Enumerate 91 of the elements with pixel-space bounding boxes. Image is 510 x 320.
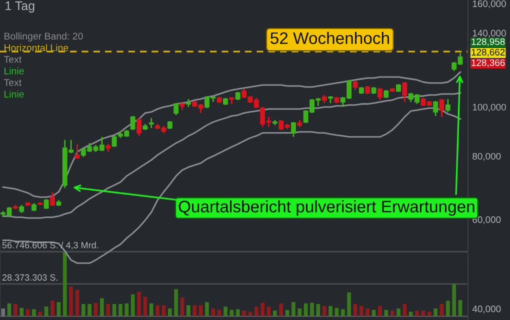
candlestick	[136, 117, 142, 137]
bar	[384, 310, 388, 316]
candlestick	[290, 121, 296, 138]
bar	[273, 310, 277, 316]
bar	[62, 252, 67, 316]
candlestick	[44, 198, 49, 210]
text: 128,366	[472, 59, 505, 68]
ref-line-label: 28.373.303 S.	[2, 274, 58, 281]
bar	[366, 308, 370, 316]
bar	[88, 304, 92, 316]
candlestick	[352, 80, 358, 91]
bar	[100, 298, 104, 316]
bar	[360, 306, 364, 316]
bar	[328, 306, 332, 316]
candlestick	[433, 100, 438, 117]
bar	[44, 306, 48, 316]
y-tick-label: 80,000	[472, 152, 501, 161]
bar	[458, 300, 462, 316]
bar	[427, 312, 432, 316]
annotation: Horizontal Line	[4, 44, 68, 52]
bar	[137, 292, 141, 316]
bar	[118, 304, 122, 316]
text: 128,662	[472, 48, 505, 57]
bar	[156, 305, 160, 316]
bar	[143, 296, 148, 316]
candlestick	[377, 87, 382, 101]
bar	[50, 300, 54, 316]
bar	[236, 309, 240, 316]
candlestick	[174, 102, 179, 116]
bar	[205, 302, 209, 316]
bar	[186, 305, 190, 316]
bar	[75, 290, 80, 316]
bar	[415, 310, 419, 316]
candlestick	[74, 143, 80, 159]
candlestick	[130, 115, 136, 131]
bar	[124, 303, 129, 316]
candlestick	[445, 98, 450, 113]
bar	[81, 304, 86, 316]
text: 128,958	[472, 38, 505, 46]
bar	[69, 286, 73, 316]
bar	[38, 312, 42, 316]
bar	[254, 306, 258, 316]
bar	[310, 302, 314, 316]
bar	[322, 306, 326, 316]
chart-title: 1 Tag	[6, 1, 34, 13]
annotation: Quartalsbericht pulverisiert Erwartungen	[178, 200, 474, 216]
annotation: Bollinger Band: 20	[4, 32, 83, 42]
bar	[279, 303, 284, 316]
bar	[452, 284, 456, 316]
candlestick	[402, 81, 408, 103]
ref-line-label: 56.746.606 S. / 4,3 Mrd.	[2, 242, 98, 250]
y-tick-label: 160,000	[472, 0, 506, 8]
bar	[174, 289, 178, 316]
bar	[260, 302, 264, 316]
bar	[149, 303, 154, 316]
annotation: Text	[4, 79, 22, 86]
bar	[211, 308, 216, 316]
candlestick	[50, 192, 55, 207]
bar	[396, 308, 400, 316]
candlestick	[112, 135, 117, 148]
annotation: Text	[4, 56, 22, 63]
candlestick	[148, 117, 154, 129]
bar	[14, 304, 18, 316]
y-tick-label: 60,000	[472, 216, 501, 224]
bar	[298, 308, 302, 316]
bar	[340, 309, 345, 316]
annotation: Linie	[4, 67, 24, 74]
bar	[434, 308, 438, 316]
bar	[378, 306, 382, 316]
bar	[408, 312, 413, 316]
bar	[56, 302, 61, 316]
y-tick-label: 140,000	[472, 30, 506, 38]
ref-line-label: 52 Wochenhoch	[270, 32, 389, 44]
y-tick-label: 100,000	[472, 104, 506, 112]
bar	[94, 302, 98, 316]
y-tick-label: 40,000	[472, 306, 501, 314]
bar	[1, 308, 6, 316]
bar	[106, 304, 110, 316]
bar	[32, 309, 36, 316]
bar	[168, 308, 172, 316]
bar	[180, 298, 184, 316]
bar	[292, 302, 296, 316]
candlestick	[439, 98, 444, 118]
bar	[26, 309, 30, 316]
bar	[242, 310, 246, 316]
annotation: Linie	[4, 90, 24, 98]
bar	[224, 306, 228, 316]
bar	[20, 308, 24, 316]
bar	[192, 305, 197, 316]
bar	[347, 292, 351, 316]
bar	[446, 300, 450, 316]
